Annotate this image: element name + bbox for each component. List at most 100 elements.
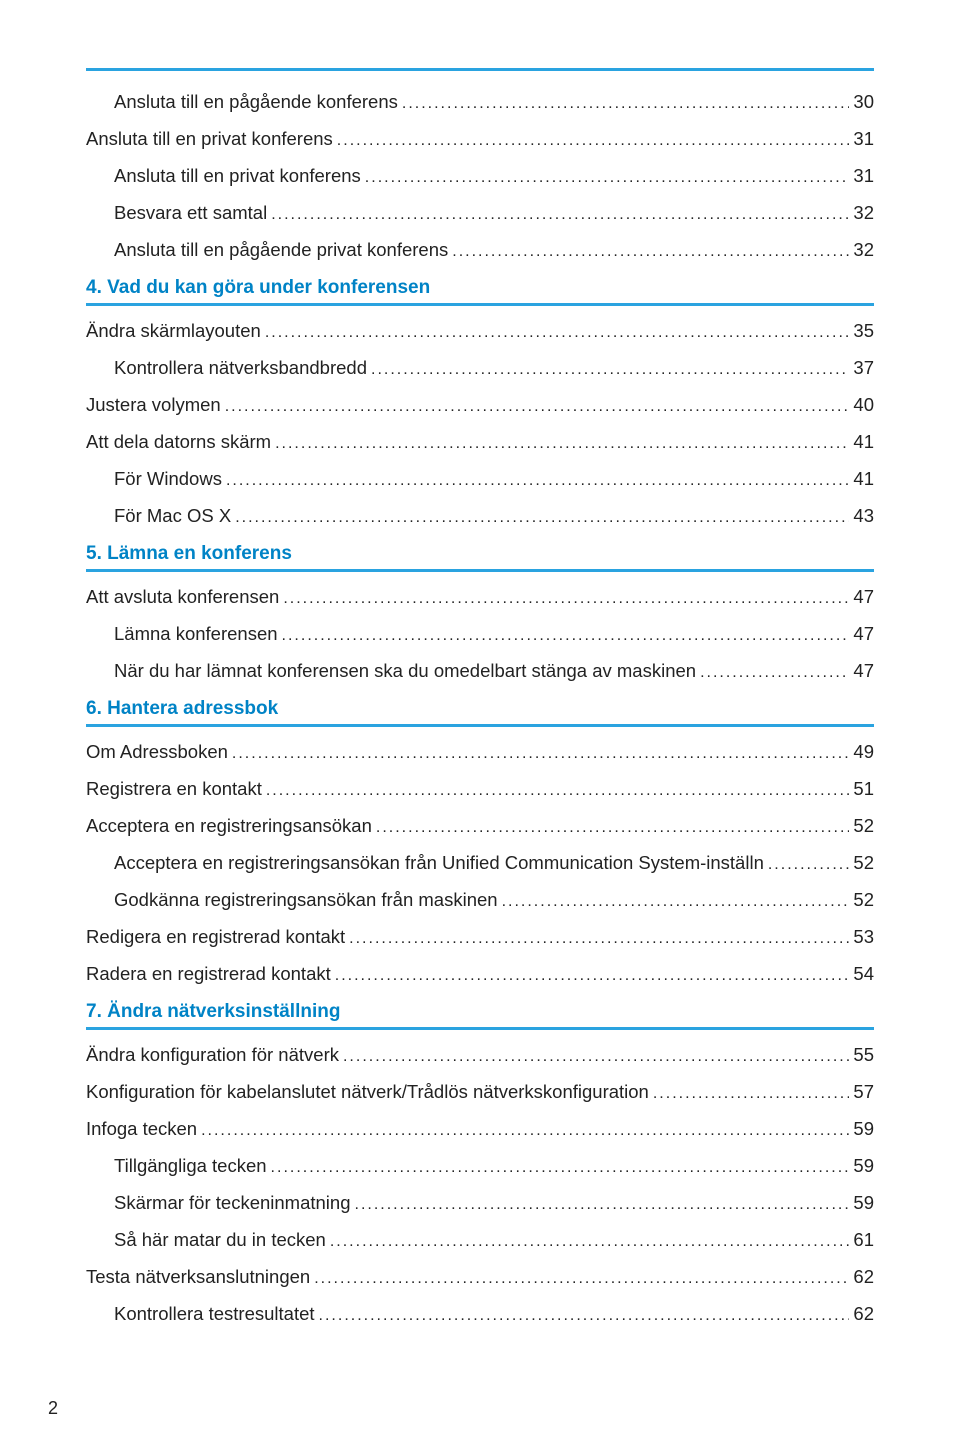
toc-entry-page: 57 <box>853 1083 874 1102</box>
toc-section-heading: 5. Lämna en konferens <box>86 544 874 572</box>
toc-leader-dots <box>201 1123 849 1139</box>
toc-entry-label: Ansluta till en pågående konferens <box>114 93 398 112</box>
toc-entry-page: 31 <box>853 130 874 149</box>
toc-entry-label: Ansluta till en privat konferens <box>86 130 333 149</box>
toc-entry[interactable]: Ansluta till en pågående privat konferen… <box>86 241 874 260</box>
toc-entry[interactable]: Registrera en kontakt51 <box>86 780 874 799</box>
toc-entry[interactable]: Radera en registrerad kontakt 54 <box>86 965 874 984</box>
toc-leader-dots <box>226 473 849 489</box>
toc-entry-page: 43 <box>853 507 874 526</box>
toc-entry[interactable]: Redigera en registrerad kontakt53 <box>86 928 874 947</box>
toc-entry-label: Acceptera en registreringsansökan <box>86 817 372 836</box>
toc-leader-dots <box>225 399 850 415</box>
toc-entry[interactable]: Konfiguration för kabelanslutet nätverk/… <box>86 1083 874 1102</box>
toc-entry[interactable]: Tillgängliga tecken 59 <box>86 1157 874 1176</box>
toc-leader-dots <box>343 1049 849 1065</box>
toc-entry-page: 47 <box>853 662 874 681</box>
toc-entry[interactable]: Justera volymen40 <box>86 396 874 415</box>
toc-entry[interactable]: Godkänna registreringsansökan från maski… <box>86 891 874 910</box>
toc-entry-page: 41 <box>853 433 874 452</box>
toc-leader-dots <box>283 591 849 607</box>
toc-entry[interactable]: Ansluta till en privat konferens 31 <box>86 167 874 186</box>
toc-entry-label: Godkänna registreringsansökan från maski… <box>114 891 498 910</box>
toc-entry-page: 54 <box>853 965 874 984</box>
toc-leader-dots <box>232 746 850 762</box>
toc-section-heading: 4. Vad du kan göra under konferensen <box>86 278 874 306</box>
toc-entry-label: För Mac OS X <box>114 507 231 526</box>
toc-entry[interactable]: Kontrollera testresultatet 62 <box>86 1305 874 1324</box>
toc-leader-dots <box>653 1086 850 1102</box>
toc-entry-label: Kontrollera testresultatet <box>114 1305 315 1324</box>
document-page: Ansluta till en pågående konferens30Ansl… <box>0 0 960 1455</box>
toc-entry[interactable]: Ändra skärmlayouten35 <box>86 322 874 341</box>
toc-entry-page: 30 <box>853 93 874 112</box>
toc-entry-page: 51 <box>853 780 874 799</box>
toc-entry-page: 52 <box>853 854 874 873</box>
toc-leader-dots <box>265 325 850 341</box>
toc-entry-page: 62 <box>853 1305 874 1324</box>
toc-leader-dots <box>371 362 849 378</box>
toc-entry[interactable]: Skärmar för teckeninmatning 59 <box>86 1194 874 1213</box>
toc-leader-dots <box>330 1234 850 1250</box>
toc-entry-label: Att avsluta konferensen <box>86 588 279 607</box>
toc-leader-dots <box>266 783 850 799</box>
toc-entry-page: 52 <box>853 891 874 910</box>
toc-section-heading: 7. Ändra nätverksinställning <box>86 1002 874 1030</box>
toc-entry[interactable]: Testa nätverksanslutningen62 <box>86 1268 874 1287</box>
toc-leader-dots <box>275 436 849 452</box>
toc-entry-label: Så här matar du in tecken <box>114 1231 326 1250</box>
toc-entry-label: Acceptera en registreringsansökan från U… <box>114 854 764 873</box>
toc-entry-label: Skärmar för teckeninmatning <box>114 1194 351 1213</box>
toc-leader-dots <box>235 510 849 526</box>
toc-entry-page: 59 <box>853 1120 874 1139</box>
toc-leader-dots <box>402 96 850 112</box>
toc-entry[interactable]: Besvara ett samtal 32 <box>86 204 874 223</box>
toc-entry-page: 35 <box>853 322 874 341</box>
toc-leader-dots <box>700 665 849 681</box>
toc-entry-label: Om Adressboken <box>86 743 228 762</box>
toc-entry-page: 55 <box>853 1046 874 1065</box>
toc-entry-page: 40 <box>853 396 874 415</box>
toc-entry-label: Infoga tecken <box>86 1120 197 1139</box>
toc-entry[interactable]: Ansluta till en privat konferens 31 <box>86 130 874 149</box>
toc-entry-page: 62 <box>853 1268 874 1287</box>
toc-entry-label: Radera en registrerad kontakt <box>86 965 331 984</box>
toc-leader-dots <box>271 1160 850 1176</box>
toc-entry-label: Kontrollera nätverksbandbredd <box>114 359 367 378</box>
toc-entry-page: 61 <box>853 1231 874 1250</box>
toc-entry[interactable]: För Mac OS X 43 <box>86 507 874 526</box>
toc-entry-page: 37 <box>853 359 874 378</box>
toc-entry-page: 59 <box>853 1194 874 1213</box>
toc-entry-page: 32 <box>853 241 874 260</box>
toc-entry[interactable]: För Windows 41 <box>86 470 874 489</box>
toc-entry-label: Besvara ett samtal <box>114 204 267 223</box>
top-rule <box>86 68 874 71</box>
toc-entry[interactable]: Så här matar du in tecken 61 <box>86 1231 874 1250</box>
toc-entry[interactable]: Om Adressboken 49 <box>86 743 874 762</box>
toc-leader-dots <box>452 244 849 260</box>
toc-leader-dots <box>319 1308 850 1324</box>
toc-entry[interactable]: Ändra konfiguration för nätverk 55 <box>86 1046 874 1065</box>
toc-leader-dots <box>376 820 850 836</box>
toc-entry[interactable]: Lämna konferensen47 <box>86 625 874 644</box>
toc-entry-page: 31 <box>853 167 874 186</box>
toc-entry[interactable]: När du har lämnat konferensen ska du ome… <box>86 662 874 681</box>
toc-entry[interactable]: Att avsluta konferensen47 <box>86 588 874 607</box>
toc-entry[interactable]: Acceptera en registreringsansökan från U… <box>86 854 874 873</box>
toc-entry-label: Ansluta till en pågående privat konferen… <box>114 241 448 260</box>
toc-entry-label: Ansluta till en privat konferens <box>114 167 361 186</box>
toc-entry[interactable]: Kontrollera nätverksbandbredd 37 <box>86 359 874 378</box>
toc-entry[interactable]: Ansluta till en pågående konferens 30 <box>86 93 874 112</box>
toc-entry[interactable]: Att dela datorns skärm41 <box>86 433 874 452</box>
toc-entry-label: Tillgängliga tecken <box>114 1157 267 1176</box>
toc-entry-label: Ändra konfiguration för nätverk <box>86 1046 339 1065</box>
toc-leader-dots <box>271 207 849 223</box>
toc-section-heading: 6. Hantera adressbok <box>86 699 874 727</box>
toc-entry[interactable]: Acceptera en registreringsansökan52 <box>86 817 874 836</box>
toc-entry[interactable]: Infoga tecken 59 <box>86 1120 874 1139</box>
toc-entry-page: 32 <box>853 204 874 223</box>
toc-entry-page: 49 <box>853 743 874 762</box>
toc-entry-label: För Windows <box>114 470 222 489</box>
toc-entry-page: 41 <box>853 470 874 489</box>
toc-entry-page: 59 <box>853 1157 874 1176</box>
